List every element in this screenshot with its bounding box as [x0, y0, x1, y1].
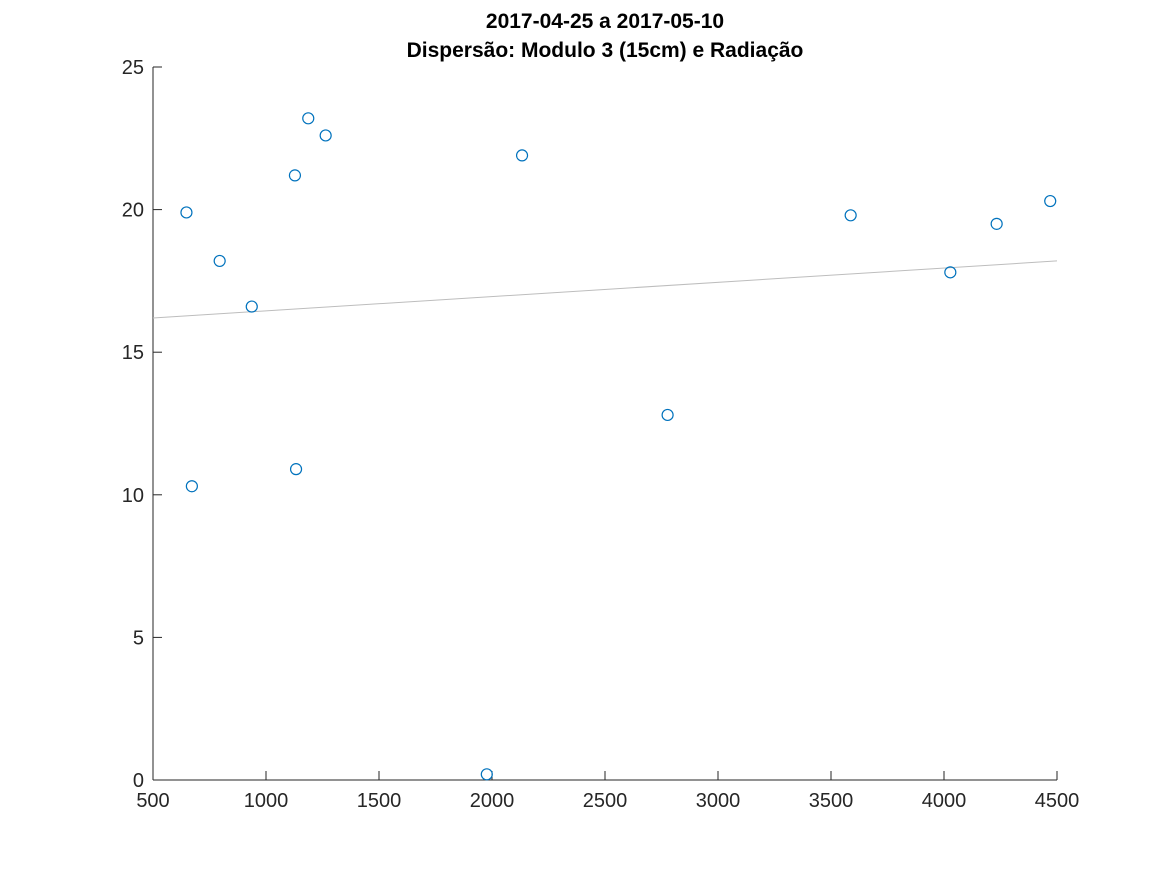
data-point [213, 254, 226, 268]
y-tick-label: 15 [122, 342, 144, 364]
x-tick-label: 4000 [922, 790, 967, 812]
y-tick-label: 0 [133, 770, 144, 792]
x-tick-label: 2000 [470, 790, 515, 812]
y-tick-label: 5 [133, 627, 144, 649]
y-tick-label: 10 [122, 485, 144, 507]
chart-title-line-2: Dispersão: Modulo 3 (15cm) e Radiação [407, 39, 804, 62]
x-tick-label: 3500 [809, 790, 854, 812]
data-point [302, 112, 315, 125]
data-point [319, 129, 332, 142]
data-point [288, 169, 302, 182]
data-point [661, 408, 674, 422]
x-tick-label: 500 [136, 790, 169, 812]
x-tick-label: 1000 [244, 790, 289, 812]
data-point [844, 209, 857, 222]
x-tick-label: 2500 [583, 790, 628, 812]
x-tick-label: 1500 [357, 790, 402, 812]
chart-title-line-1: 2017-04-25 a 2017-05-10 [486, 10, 724, 33]
data-point [515, 149, 529, 162]
trend-line [152, 260, 1058, 319]
x-tick-label: 4500 [1035, 790, 1080, 812]
data-point [185, 480, 198, 493]
axes: 500 1000 1500 2000 2500 3000 3500 4000 4500 0 5 10 1… [122, 57, 1080, 812]
y-tick-label: 25 [122, 57, 144, 79]
data-point [990, 217, 1003, 230]
data-point [480, 768, 493, 781]
data-point [944, 266, 957, 279]
data-point [180, 206, 193, 219]
data-point [1044, 194, 1057, 208]
data-points-layer [180, 112, 1057, 781]
data-point [289, 463, 303, 476]
data-point [245, 300, 258, 313]
y-tick-label: 20 [122, 200, 144, 222]
trendline-layer [152, 260, 1058, 319]
x-tick-label: 3000 [696, 790, 741, 812]
